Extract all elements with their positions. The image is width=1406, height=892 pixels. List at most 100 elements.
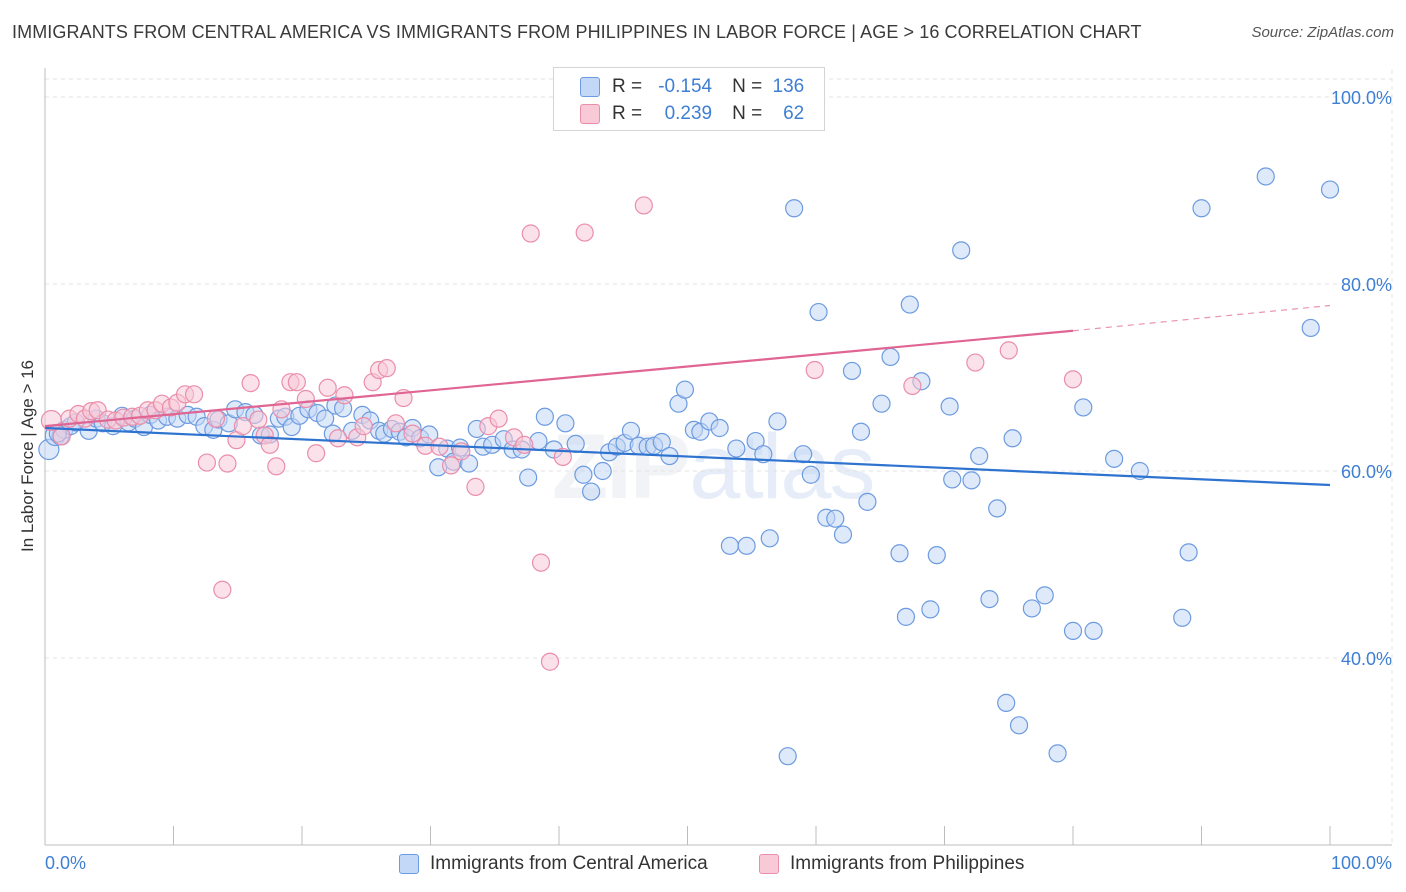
point-central-america: [858, 492, 877, 511]
point-philippines: [52, 427, 71, 446]
point-philippines: [805, 360, 824, 380]
point-central-america: [1009, 716, 1029, 735]
point-central-america: [940, 397, 959, 416]
point-philippines: [540, 652, 560, 671]
axes: [44, 68, 1392, 846]
point-philippines: [521, 224, 540, 243]
point-philippines: [403, 424, 422, 443]
point-philippines: [634, 196, 653, 215]
correlation-legend: R = -0.154 N = 136 R = 0.239 N = 62: [553, 67, 825, 131]
point-philippines: [287, 373, 306, 392]
point-central-america: [754, 445, 773, 464]
point-central-america: [710, 418, 729, 438]
point-central-america: [962, 471, 981, 490]
point-philippines: [318, 378, 337, 397]
y-tick-label: 60.0%: [1341, 462, 1392, 482]
series-legend-label: Immigrants from Central America: [430, 853, 708, 874]
point-central-america: [881, 347, 900, 367]
point-philippines: [249, 410, 268, 429]
point-central-america: [582, 482, 601, 501]
point-philippines: [575, 223, 594, 242]
point-central-america: [801, 465, 820, 484]
point-central-america: [842, 361, 862, 381]
series-swatch-philippines: [759, 854, 779, 874]
point-central-america: [593, 461, 612, 481]
trend-lines: [44, 304, 1331, 487]
point-central-america: [652, 432, 671, 452]
point-central-america: [809, 302, 828, 322]
point-central-america: [737, 536, 756, 555]
series-legend-philippines: Immigrants from Philippines: [759, 852, 1024, 876]
point-central-america: [900, 295, 919, 314]
point-central-america: [1130, 461, 1149, 481]
source-label: Source: ZipAtlas.com: [1251, 24, 1394, 41]
point-philippines: [441, 456, 461, 475]
point-philippines: [307, 444, 326, 463]
tick-labels: 40.0% 60.0% 80.0% 100.0% 0.0% 100.0%: [45, 88, 1392, 873]
point-philippines: [999, 341, 1018, 360]
point-central-america: [316, 409, 335, 428]
point-philippines: [233, 417, 252, 436]
trend-line-philippines-extension: [1072, 304, 1331, 332]
point-central-america: [1084, 621, 1103, 640]
point-central-america: [1035, 586, 1054, 605]
series-legend-central-america: Immigrants from Central America: [399, 852, 708, 876]
point-philippines: [377, 359, 396, 378]
point-central-america: [1063, 621, 1083, 640]
point-central-america: [890, 544, 909, 563]
legend-swatch-philippines: [580, 104, 600, 124]
watermark-zip: ZIP: [552, 416, 691, 518]
point-philippines: [241, 374, 260, 393]
point-central-america: [1105, 449, 1124, 468]
point-central-america: [675, 380, 695, 399]
chart-title: IMMIGRANTS FROM CENTRAL AMERICA VS IMMIG…: [12, 22, 1142, 42]
point-central-america: [720, 536, 740, 555]
point-central-america: [988, 499, 1007, 518]
point-central-america: [826, 509, 845, 528]
point-central-america: [833, 525, 853, 544]
x-tick-label: 100.0%: [1331, 853, 1392, 873]
y-tick-label: 40.0%: [1341, 649, 1392, 669]
point-philippines: [328, 429, 348, 448]
point-central-america: [851, 422, 871, 441]
point-philippines: [531, 553, 551, 572]
point-philippines: [260, 435, 279, 454]
point-central-america: [621, 421, 641, 440]
x-tick-label: 0.0%: [45, 853, 86, 873]
point-philippines: [386, 414, 405, 433]
point-central-america: [872, 394, 891, 413]
point-central-america: [896, 607, 916, 626]
point-central-america: [997, 693, 1016, 712]
point-central-america: [1003, 429, 1022, 448]
point-central-america: [1074, 398, 1093, 417]
legend-n-value-philippines: 62: [783, 103, 805, 124]
y-tick-label: 80.0%: [1341, 275, 1392, 295]
trend-line-central-america: [44, 426, 1331, 487]
point-central-america: [574, 465, 593, 484]
legend-r-label: R =: [612, 76, 643, 97]
y-tick-label: 100.0%: [1331, 88, 1392, 108]
legend-row-central-america: R = -0.154 N = 136: [580, 75, 804, 99]
point-central-america: [727, 439, 746, 458]
point-central-america: [1179, 543, 1198, 562]
legend-row-philippines: R = 0.239 N = 62: [580, 102, 804, 126]
series-swatch-central-america: [399, 854, 419, 874]
point-central-america: [1022, 599, 1041, 618]
legend-n-label: N =: [732, 103, 763, 124]
point-philippines: [515, 435, 534, 454]
series-legend-label: Immigrants from Philippines: [790, 853, 1025, 874]
point-central-america: [566, 434, 585, 453]
trend-line-philippines: [44, 329, 1074, 428]
point-central-america: [1173, 608, 1192, 627]
point-central-america: [952, 241, 971, 260]
point-central-america: [970, 446, 989, 466]
point-philippines: [267, 457, 286, 476]
point-philippines: [296, 389, 315, 409]
point-philippines: [218, 454, 237, 473]
point-central-america: [785, 199, 804, 218]
legend-r-value-central-america: -0.154: [658, 76, 713, 97]
point-philippines: [354, 417, 373, 436]
point-philippines: [1063, 370, 1083, 389]
legend-n-label: N =: [732, 76, 763, 97]
